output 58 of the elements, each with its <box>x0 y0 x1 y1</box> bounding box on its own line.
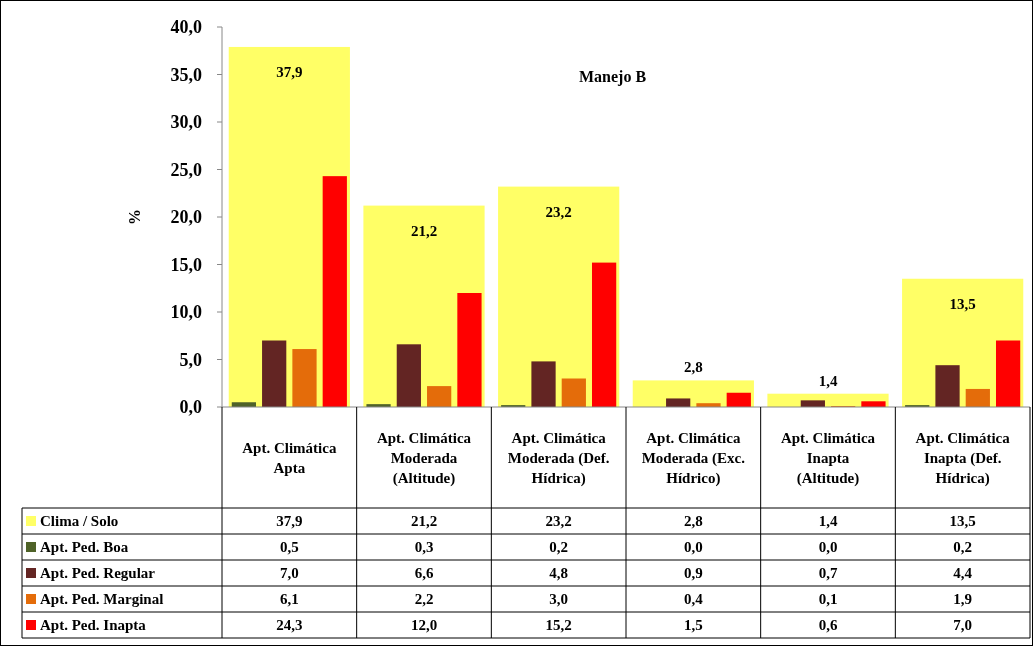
x-tick-label: Apt. Climática Moderada (Def. Hídrica) <box>507 429 610 487</box>
y-tick-label: 40,0 <box>170 17 202 38</box>
y-tick-label: 0,0 <box>179 397 202 418</box>
data-label: 21,2 <box>410 513 438 530</box>
legend-label: Apt. Ped. Inapta <box>40 617 147 634</box>
data-label: 0,1 <box>818 591 838 608</box>
data-label: 0,9 <box>683 565 703 582</box>
data-label: 0,5 <box>279 539 299 556</box>
x-tick-label: Apt. Climática Inapta (Def. Hídrica) <box>915 429 1011 487</box>
x-tick-label: Apt. Climática Apta <box>242 439 337 476</box>
data-label: 24,3 <box>276 617 303 634</box>
y-tick-label: 15,0 <box>170 254 202 275</box>
text: 21,2 <box>410 222 438 239</box>
x-tick-label: Apt. Climática Moderada (Exc. Hídrico) <box>641 429 746 487</box>
data-label: 3,0 <box>549 591 569 608</box>
text: 23,2 <box>545 203 572 220</box>
text: Manejo B <box>578 68 647 86</box>
data-label: 1,5 <box>683 617 703 634</box>
data-label: 6,1 <box>279 591 299 608</box>
y-tick-label: 5,0 <box>179 349 202 370</box>
data-label: 4,4 <box>953 565 973 582</box>
text: 2,8 <box>683 359 703 376</box>
legend-label: Apt. Ped. Boa <box>40 539 129 556</box>
y-axis-title: % <box>126 209 143 225</box>
legend-label: Clima / Solo <box>40 513 119 530</box>
data-label: 0,0 <box>818 539 838 556</box>
data-label: 6,6 <box>414 565 434 582</box>
data-label: 0,0 <box>683 539 703 556</box>
data-label: 12,0 <box>410 617 438 634</box>
y-tick-label: 30,0 <box>170 112 202 133</box>
data-label: 1,4 <box>818 513 838 530</box>
data-label: 0,6 <box>818 617 838 634</box>
legend-label: Apt. Ped. Marginal <box>40 591 164 608</box>
y-tick-label: 20,0 <box>170 207 202 228</box>
y-tick-label: 35,0 <box>170 64 202 85</box>
data-label: 7,0 <box>953 617 973 634</box>
data-label: 4,8 <box>549 565 569 582</box>
y-tick-label: 25,0 <box>170 159 202 180</box>
data-label: 23,2 <box>545 513 572 530</box>
data-label: 2,8 <box>683 513 703 530</box>
data-label: 0,2 <box>549 539 569 556</box>
x-tick-label: Apt. Climática Moderada (Altitude) <box>376 429 472 487</box>
text: 37,9 <box>276 63 303 80</box>
data-label: 15,2 <box>545 617 572 634</box>
data-label: 1,9 <box>953 591 973 608</box>
data-label: 13,5 <box>949 513 976 530</box>
data-label: 7,0 <box>279 565 299 582</box>
text: 13,5 <box>949 295 976 312</box>
legend-label: Apt. Ped. Regular <box>40 565 156 582</box>
data-label: 0,4 <box>683 591 704 608</box>
data-label: 0,7 <box>818 565 838 582</box>
data-label: 0,2 <box>953 539 973 556</box>
text: 1,4 <box>818 372 838 389</box>
data-label: 0,3 <box>414 539 434 556</box>
y-tick-label: 10,0 <box>170 302 202 323</box>
x-tick-label: Apt. Climática Inapta (Altitude) <box>780 429 876 487</box>
data-label: 37,9 <box>276 513 303 530</box>
data-label: 2,2 <box>414 591 434 608</box>
